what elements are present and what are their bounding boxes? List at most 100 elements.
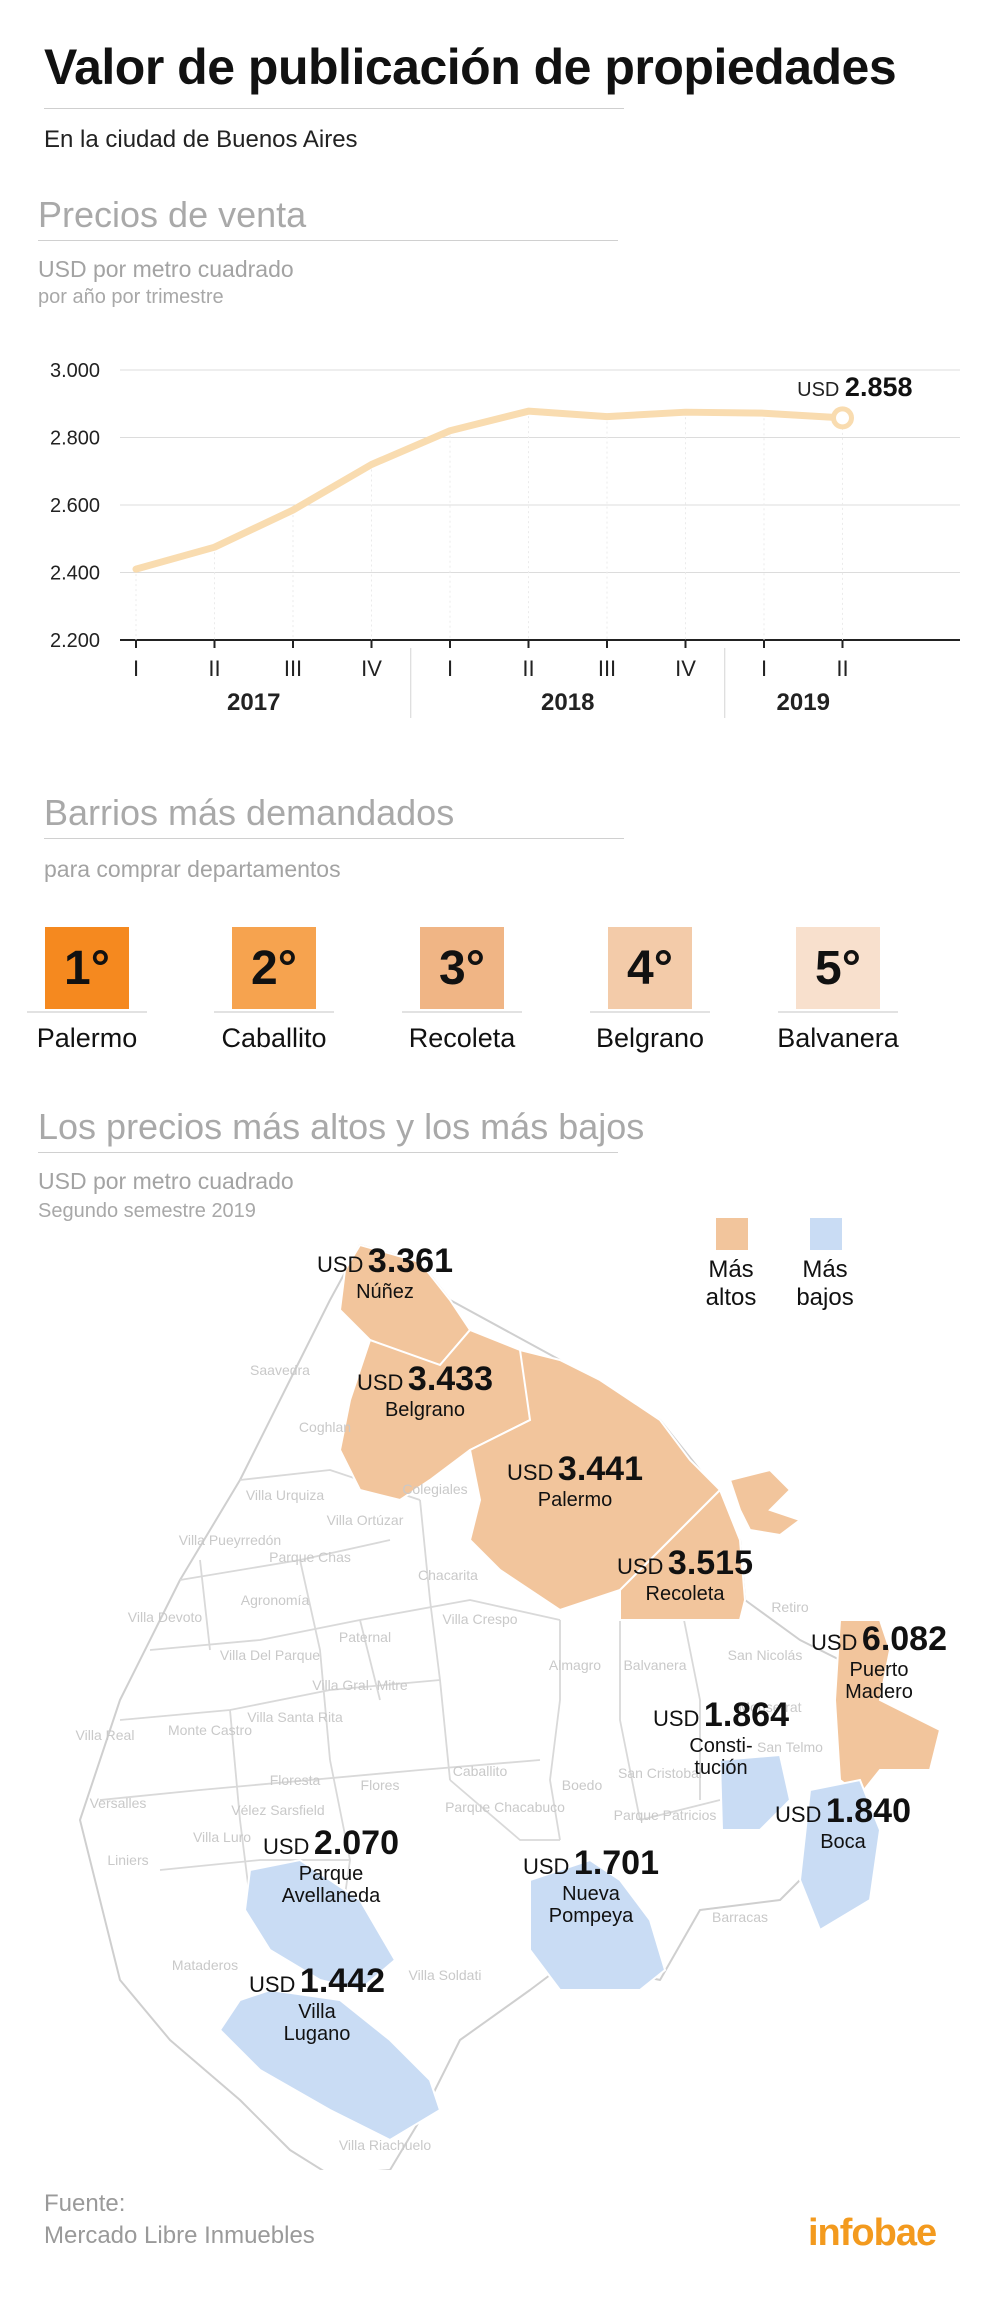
- rank-card-4: 4° Belgrano: [550, 927, 750, 1054]
- title-divider: [44, 108, 624, 109]
- map-label: Villa Riachuelo: [339, 2137, 432, 2153]
- map-section-title: Los precios más altos y los más bajos: [38, 1106, 645, 1147]
- rank-card-2: 2° Caballito: [174, 927, 374, 1054]
- source-value: Mercado Libre Inmuebles: [44, 2222, 315, 2249]
- y-tick-label: 2.600: [50, 495, 100, 517]
- map-label: Saavedra: [250, 1362, 310, 1378]
- year-label: 2018: [541, 689, 594, 716]
- map-label: Almagro: [549, 1657, 601, 1673]
- sale-section-divider: [38, 240, 618, 241]
- map-label: Villa Santa Rita: [247, 1709, 343, 1725]
- demand-section-divider: [44, 838, 624, 839]
- rank-divider: [214, 1011, 334, 1013]
- page-subtitle: En la ciudad de Buenos Aires: [44, 126, 358, 153]
- map-label: Paternal: [339, 1629, 391, 1645]
- end-point-marker: [831, 406, 854, 430]
- year-label: 2019: [777, 689, 830, 716]
- rank-card-5: 5° Balvanera: [738, 927, 938, 1054]
- buenos-aires-map: Saavedra Coghlan Villa Urquiza Villa Pue…: [76, 1243, 942, 2170]
- x-tick-label: II: [522, 656, 534, 681]
- sale-section-title: Precios de venta: [38, 194, 307, 235]
- demand-section-subtitle: para comprar departamentos: [44, 856, 341, 882]
- rank-badge: 3°: [420, 927, 504, 1009]
- x-tick-label: II: [208, 656, 220, 681]
- map-label: Barracas: [712, 1909, 768, 1925]
- price-label-recoleta: USD 3.515 Recoleta: [617, 1544, 753, 1605]
- map-label: San Nicolás: [728, 1647, 803, 1663]
- legend-high-swatch: [716, 1218, 748, 1250]
- map-label: Villa Del Parque: [220, 1647, 320, 1663]
- x-tick-label: I: [133, 656, 139, 681]
- rank-divider: [402, 1011, 522, 1013]
- map-label: Parque Patricios: [614, 1807, 717, 1823]
- x-tick-label: III: [598, 656, 616, 681]
- x-tick-label: IV: [675, 656, 696, 681]
- rank-card-1: 1° Palermo: [0, 927, 187, 1054]
- rank-card-3: 3° Recoleta: [362, 927, 562, 1054]
- map-label: San Cristobal: [618, 1765, 702, 1781]
- map-label: Boedo: [562, 1777, 603, 1793]
- map-label: San Telmo: [757, 1739, 823, 1755]
- legend-high-label: Más altos: [705, 1256, 757, 1311]
- area-nueva-pompeya: [529, 1858, 667, 1991]
- rank-divider: [27, 1011, 147, 1013]
- source-label: Fuente:: [44, 2190, 126, 2217]
- x-tick-label: I: [761, 656, 767, 681]
- map-label: Villa Luro: [193, 1829, 251, 1845]
- x-tick-label: IV: [361, 656, 382, 681]
- map-label: Flores: [361, 1777, 400, 1793]
- map-label: Monte Castro: [168, 1722, 252, 1738]
- rank-divider: [590, 1011, 710, 1013]
- rank-badge: 1°: [45, 927, 129, 1009]
- map-label: Agronomía: [241, 1592, 310, 1608]
- price-label-nueva-pompeya: USD 1.701 Nueva Pompeya: [523, 1844, 659, 1927]
- map-label: Villa Soldati: [409, 1967, 482, 1983]
- price-label-constitucion: USD 1.864 Consti- tución: [653, 1696, 789, 1779]
- map-section-divider: [38, 1152, 618, 1153]
- map-label: Vélez Sarsfield: [231, 1802, 324, 1818]
- area-recoleta: [619, 1488, 747, 1621]
- page-title: Valor de publicación de propiedades: [44, 39, 897, 95]
- low-price-areas: [218, 1753, 882, 2142]
- rank-neighborhood: Belgrano: [595, 1023, 705, 1053]
- area-puerto-madero: [833, 1619, 942, 1797]
- map-section-period: Segundo semestre 2019: [38, 1200, 256, 1222]
- map-label: Liniers: [107, 1852, 148, 1868]
- area-constitucion: [718, 1753, 792, 1831]
- map-label: Colegiales: [402, 1481, 467, 1497]
- rank-badge: 2°: [232, 927, 316, 1009]
- map-label: Villa Gral. Mitre: [312, 1677, 408, 1693]
- rank-divider: [778, 1011, 898, 1013]
- price-label-nunez: USD 3.361 Núñez: [317, 1242, 453, 1303]
- demand-section-title: Barrios más demandados: [44, 792, 455, 833]
- year-label: 2017: [227, 689, 280, 716]
- map-label: Villa Crespo: [442, 1611, 517, 1627]
- price-label-palermo: USD 3.441 Palermo: [507, 1450, 643, 1511]
- map-label: Monserrat: [738, 1699, 801, 1715]
- rank-neighborhood: Caballito: [221, 1023, 327, 1053]
- map-label: Retiro: [771, 1599, 809, 1615]
- sale-section-period: por año por trimestre: [38, 286, 224, 308]
- y-tick-label: 3.000: [50, 360, 100, 382]
- rank-neighborhood: Recoleta: [408, 1023, 516, 1053]
- map-label: Chacarita: [418, 1567, 478, 1583]
- price-label-parque-avellaneda: USD 2.070 Parque Avellaneda: [263, 1824, 399, 1907]
- map-section-unit: USD por metro cuadrado: [38, 1168, 294, 1194]
- map-label: Balvanera: [623, 1657, 686, 1673]
- high-price-areas: [338, 1243, 942, 1797]
- neighborhood-borders: [99, 1469, 721, 1931]
- map-label: Versalles: [90, 1795, 147, 1811]
- y-tick-label: 2.800: [50, 428, 100, 450]
- map-label: Floresta: [270, 1772, 321, 1788]
- x-tick-label: III: [284, 656, 302, 681]
- rank-badge: 5°: [796, 927, 880, 1009]
- area-retiro-port: [728, 1468, 803, 1537]
- map-label: Villa Devoto: [128, 1609, 203, 1625]
- rank-neighborhood: Palermo: [36, 1023, 138, 1053]
- map-label: Villa Pueyrredón: [179, 1532, 281, 1548]
- map-label: Villa Real: [76, 1727, 135, 1743]
- map-label: Parque Chas: [269, 1549, 351, 1565]
- map-label: Villa Ortúzar: [327, 1512, 404, 1528]
- rank-neighborhood: Balvanera: [777, 1023, 899, 1053]
